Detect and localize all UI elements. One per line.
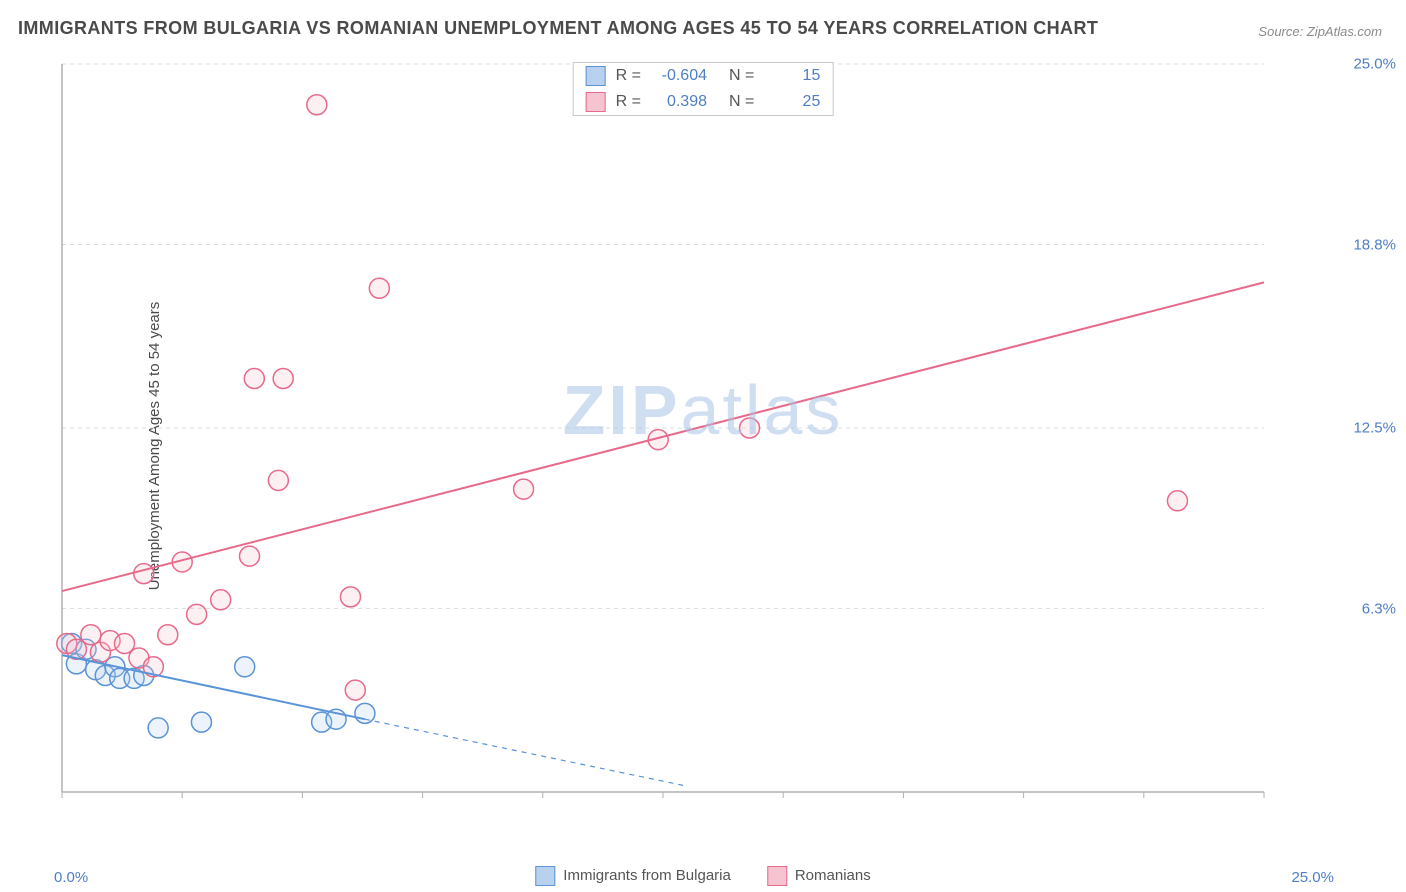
y-tick-label: 12.5% [1353, 420, 1396, 437]
series-legend: Immigrants from Bulgaria Romanians [535, 866, 870, 886]
legend-swatch [586, 66, 606, 86]
legend-row-romanians: R = 0.398 N = 25 [574, 89, 833, 115]
source-attribution: Source: ZipAtlas.com [1258, 24, 1382, 39]
chart-svg [54, 56, 1334, 816]
legend-swatch [767, 866, 787, 886]
n-label: N = [729, 93, 754, 111]
n-label: N = [729, 67, 754, 85]
r-value: -0.604 [651, 67, 707, 85]
correlation-legend: R = -0.604 N = 15 R = 0.398 N = 25 [573, 62, 834, 116]
chart-title: IMMIGRANTS FROM BULGARIA VS ROMANIAN UNE… [18, 18, 1098, 39]
n-value: 25 [764, 93, 820, 111]
legend-swatch [586, 92, 606, 112]
y-tick-label: 18.8% [1353, 236, 1396, 253]
chart-plot-area [54, 56, 1334, 816]
r-label: R = [616, 93, 641, 111]
n-value: 15 [764, 67, 820, 85]
source-value: ZipAtlas.com [1307, 24, 1382, 39]
series-label: Immigrants from Bulgaria [563, 867, 731, 884]
r-value: 0.398 [651, 93, 707, 111]
legend-swatch [535, 866, 555, 886]
y-tick-label: 6.3% [1362, 600, 1396, 617]
series-label: Romanians [795, 867, 871, 884]
series-legend-item-bulgaria: Immigrants from Bulgaria [535, 866, 731, 886]
series-legend-item-romanians: Romanians [767, 866, 871, 886]
legend-row-bulgaria: R = -0.604 N = 15 [574, 63, 833, 89]
x-axis-max-label: 25.0% [1291, 869, 1334, 886]
x-axis-min-label: 0.0% [54, 869, 88, 886]
source-label: Source: [1258, 24, 1303, 39]
r-label: R = [616, 67, 641, 85]
y-tick-label: 25.0% [1353, 56, 1396, 73]
